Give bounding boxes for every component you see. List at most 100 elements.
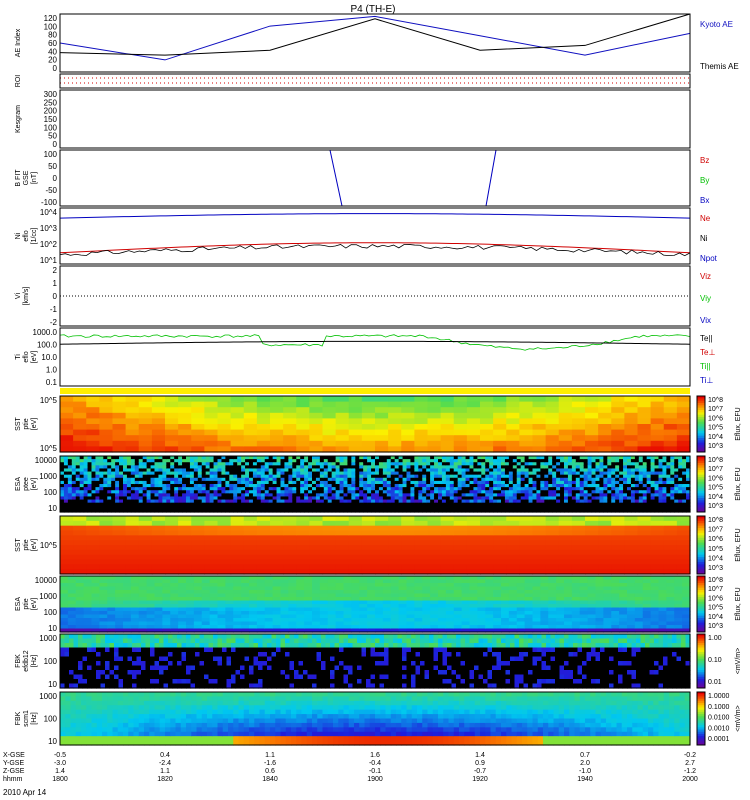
spectrogram-cell — [558, 412, 573, 419]
spectrogram-cell — [205, 490, 211, 494]
spectrogram-cell — [249, 607, 258, 612]
spectrogram-cell — [663, 569, 678, 575]
spectrogram-cell — [438, 487, 443, 491]
spectrogram-cell — [233, 628, 242, 633]
spectrogram-cell — [331, 508, 337, 513]
spectrogram-cell — [335, 554, 350, 561]
spectrogram-cell — [666, 480, 671, 485]
spectrogram-cell — [485, 459, 490, 463]
spectrogram-cell — [508, 459, 514, 463]
spectrogram-cell — [296, 576, 305, 581]
spectrogram-cell — [427, 424, 442, 431]
spectrogram-cell — [434, 477, 439, 482]
spectrogram-cell — [283, 412, 297, 419]
spectrogram-cell — [646, 490, 652, 494]
spectrogram-cell — [91, 621, 100, 626]
spectrogram-cell — [401, 569, 415, 575]
spectrogram-cell — [260, 471, 266, 476]
spectrogram-cell — [91, 618, 100, 623]
spectrogram-cell — [587, 487, 593, 491]
spectrogram-cell — [466, 401, 481, 408]
spectrogram-cell — [426, 484, 431, 488]
spectrogram-cell — [650, 525, 665, 532]
spectrogram-cell — [579, 468, 585, 473]
spectrogram-cell — [272, 607, 282, 612]
spectrogram-cell — [138, 480, 144, 485]
spectrogram-cell — [508, 456, 514, 460]
spectrogram-cell — [343, 625, 352, 630]
spectrogram-cell — [355, 484, 360, 488]
spectrogram-cell — [493, 435, 507, 442]
spectrogram-cell — [461, 625, 471, 630]
spectrogram-cell — [544, 508, 549, 513]
spectrogram-cell — [276, 499, 282, 504]
spectrogram-cell — [394, 505, 400, 510]
spectrogram-cell — [361, 559, 376, 565]
spectrogram-cell — [304, 611, 313, 616]
spectrogram-cell — [217, 618, 226, 623]
spectrogram-cell — [331, 474, 337, 479]
spectrogram-cell — [75, 468, 81, 473]
spectrogram-cell — [296, 520, 310, 527]
spectrogram-cell — [162, 459, 167, 463]
spectrogram-cell — [506, 396, 520, 403]
spectrogram-cell — [225, 614, 234, 619]
spectrogram-cell — [166, 456, 171, 460]
spectrogram-cell — [438, 508, 443, 513]
spectrogram-cell — [125, 520, 140, 527]
spectrogram-cell — [217, 579, 226, 584]
spectrogram-cell — [241, 508, 246, 513]
spectrogram-cell — [280, 593, 289, 598]
spectrogram-cell — [315, 499, 321, 504]
spectrogram-cell — [658, 490, 664, 494]
spectrogram-cell — [67, 628, 77, 633]
spectrogram-cell — [60, 462, 65, 466]
spectrogram-cell — [308, 505, 313, 510]
spectrogram-cell — [516, 586, 526, 591]
spectrogram-cell — [312, 628, 321, 633]
spectrogram-cell — [646, 456, 652, 460]
spectrogram-cell — [283, 564, 297, 570]
spectrogram-cell — [469, 502, 475, 507]
spectrogram-cell — [130, 583, 140, 588]
spectrogram-cell — [126, 456, 132, 460]
spectrogram-cell — [112, 440, 127, 447]
spectrogram-cell — [86, 407, 100, 414]
spectrogram-cell — [67, 583, 77, 588]
spectrogram-cell — [343, 576, 352, 581]
spectrogram-cell — [461, 477, 467, 482]
spectrogram-cell — [71, 468, 77, 473]
spectrogram-cell — [60, 499, 65, 504]
spectrogram-cell — [268, 465, 274, 470]
spectrogram-cell — [99, 505, 104, 510]
spectrogram-cell — [60, 484, 65, 488]
spectrogram-cell — [552, 474, 557, 479]
spectrogram-cell — [658, 493, 664, 498]
spectrogram-cell — [440, 407, 455, 414]
spectrogram-cell — [209, 490, 215, 494]
spectrogram-cell — [87, 459, 93, 463]
spectrogram-cell — [595, 465, 601, 470]
spectrogram-cell — [256, 490, 262, 494]
spectrogram-cell — [398, 480, 404, 485]
spectrogram-cell — [406, 505, 412, 510]
spectrogram-cell — [634, 502, 640, 507]
spectrogram-cell — [469, 465, 475, 470]
spectrogram-cell — [170, 493, 175, 498]
spectrogram-cell — [178, 446, 192, 453]
spectrogram-cell — [501, 625, 510, 630]
spectrogram-cell — [264, 579, 274, 584]
spectrogram-cell — [229, 480, 234, 485]
spectrogram-cell — [63, 484, 69, 488]
spectrogram-cell — [599, 468, 604, 473]
spectrogram-cell — [623, 493, 628, 498]
spectrogram-cell — [453, 465, 459, 470]
spectrogram-cell — [595, 499, 601, 504]
spectrogram-cell — [536, 468, 541, 473]
spectrogram-cell — [607, 508, 612, 513]
spectrogram-cell — [162, 600, 171, 605]
spectrogram-cell — [138, 502, 144, 507]
spectrogram-cell — [434, 493, 439, 498]
